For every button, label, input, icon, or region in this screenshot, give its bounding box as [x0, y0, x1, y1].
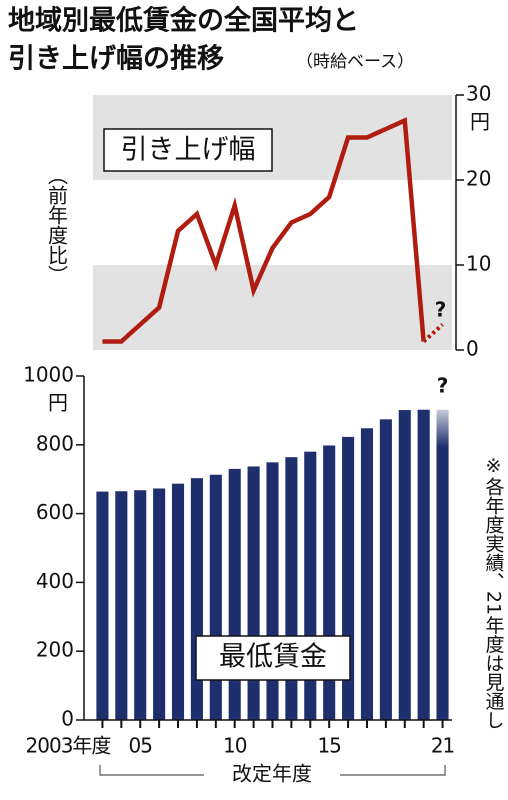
y-tick-label: 1000 [23, 363, 74, 387]
bar [436, 409, 449, 720]
y-tick-label: 200 [36, 638, 74, 662]
x-tick-label: 05 [129, 734, 152, 758]
bar [266, 462, 279, 720]
bar [153, 488, 166, 720]
line [102, 117, 426, 344]
y-tick-label: 10 [466, 252, 491, 276]
label-box [195, 635, 351, 681]
chart-title: 地域別最低賃金の全国平均と [8, 5, 359, 37]
bar [134, 490, 147, 720]
series-label: 最低賃金 [219, 642, 327, 673]
bar [171, 483, 185, 720]
y-tick-label: 30 [466, 82, 491, 106]
bar [209, 474, 222, 720]
bar [96, 491, 109, 720]
bar [115, 491, 128, 720]
y-tick-label: 20 [466, 167, 491, 191]
annotation: ? [435, 298, 447, 322]
bar [379, 419, 392, 720]
label-box [103, 128, 273, 172]
x-tick-label: 2003年度 [26, 734, 112, 758]
y-tick-label: 400 [36, 569, 74, 593]
bar [190, 478, 203, 720]
x-tick-label: 15 [317, 734, 340, 758]
series-label: 引き上げ幅 [121, 135, 256, 166]
chart-title: 引き上げ幅の推移 [8, 44, 224, 75]
note: ※各年度実績、21年度は見通し [483, 455, 505, 729]
x-axis-label: 改定年度 [232, 762, 312, 786]
bar [417, 409, 430, 720]
y-axis-label: （前年度比） [45, 165, 69, 285]
band [93, 265, 452, 350]
x-axis-bracket [99, 765, 446, 776]
annotation: ? [437, 374, 449, 398]
y-tick-label: 800 [36, 431, 74, 455]
line [422, 323, 444, 343]
x-tick-label: 21 [431, 734, 454, 758]
bar [228, 468, 241, 720]
bar [360, 428, 374, 720]
chart-subtitle: （時給ベース） [296, 52, 414, 72]
y-tick-label: 0 [466, 337, 479, 361]
y-tick-label: 600 [36, 500, 74, 524]
bar [398, 410, 411, 720]
y-tick-label: 0 [61, 707, 74, 731]
x-tick-label: 10 [223, 734, 247, 758]
unit-label: 円 [470, 110, 490, 134]
unit-label: 円 [48, 391, 68, 415]
bar [247, 466, 260, 720]
